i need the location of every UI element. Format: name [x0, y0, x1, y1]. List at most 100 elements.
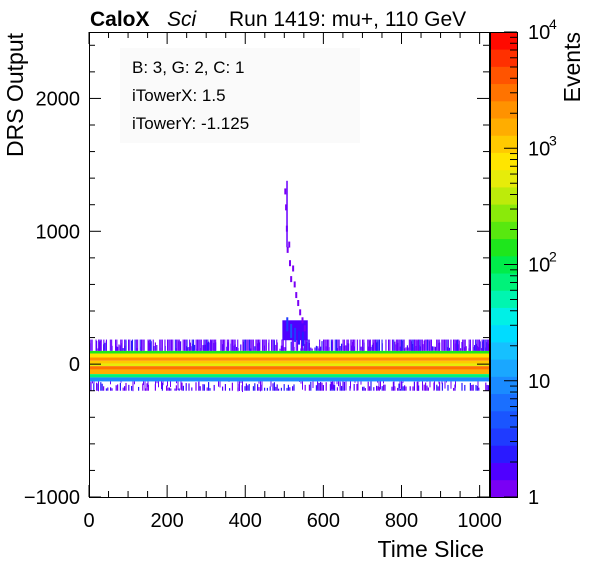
noise-pixel	[401, 340, 402, 351]
noise-pixel	[284, 384, 285, 391]
noise-pixel	[460, 348, 461, 351]
noise-pixel	[346, 381, 347, 390]
pulse-cell	[287, 247, 289, 253]
upper-noise-row	[89, 340, 489, 351]
heatmap-band-2	[89, 354, 489, 358]
noise-pixel	[180, 341, 181, 351]
noise-pixel	[376, 340, 377, 351]
noise-pixel	[262, 340, 263, 351]
noise-pixel	[447, 340, 448, 351]
noise-pixel	[167, 388, 168, 391]
noise-pixel	[258, 387, 259, 391]
noise-pixel	[155, 342, 156, 350]
noise-pixel	[436, 340, 437, 351]
noise-pixel	[372, 340, 373, 351]
noise-pixel	[185, 340, 186, 351]
noise-pixel	[353, 340, 354, 351]
noise-pixel	[437, 340, 438, 351]
color-scale-step	[490, 428, 517, 446]
noise-pixel	[465, 340, 466, 351]
pulse-cell	[304, 325, 306, 331]
noise-pixel	[485, 383, 486, 391]
noise-pixel	[102, 384, 103, 391]
noise-pixel	[487, 385, 488, 391]
noise-pixel	[196, 340, 197, 351]
noise-pixel	[433, 347, 434, 351]
noise-pixel	[274, 382, 275, 390]
noise-pixel	[443, 340, 444, 351]
noise-pixel	[207, 387, 208, 390]
color-scale-tick-exponent: 2	[549, 249, 557, 265]
heatmap-band-5	[89, 363, 489, 366]
noise-pixel	[188, 383, 189, 390]
noise-pixel	[404, 340, 405, 351]
noise-pixel	[292, 386, 293, 391]
noise-pixel	[286, 388, 287, 391]
noise-pixel	[288, 385, 289, 391]
noise-pixel	[438, 386, 439, 390]
noise-pixel	[458, 340, 459, 351]
heatmap-band-4	[89, 361, 489, 364]
noise-pixel	[249, 384, 250, 391]
color-scale-tick-label: 10	[528, 22, 550, 44]
noise-pixel	[356, 384, 357, 391]
noise-pixel	[207, 340, 208, 351]
noise-pixel	[449, 348, 450, 351]
noise-pixel	[331, 340, 332, 351]
noise-pixel	[242, 340, 243, 351]
noise-pixel	[463, 340, 464, 351]
color-scale-tick-exponent: 3	[549, 132, 557, 148]
noise-pixel	[265, 340, 266, 351]
noise-pixel	[410, 340, 411, 351]
noise-pixel	[427, 340, 428, 351]
noise-pixel	[362, 340, 363, 351]
noise-pixel	[272, 340, 273, 351]
noise-pixel	[309, 385, 310, 391]
noise-pixel	[262, 381, 263, 385]
noise-pixel	[316, 346, 317, 351]
noise-pixel	[237, 340, 238, 351]
noise-pixel	[163, 381, 164, 385]
noise-pixel	[257, 384, 258, 391]
noise-pixel	[407, 345, 408, 351]
noise-pixel	[428, 387, 429, 390]
noise-pixel	[231, 340, 232, 351]
noise-pixel	[382, 386, 383, 391]
noise-pixel	[208, 382, 209, 391]
noise-pixel	[379, 340, 380, 351]
noise-pixel	[261, 385, 262, 391]
noise-pixel	[110, 387, 111, 390]
noise-pixel	[374, 340, 375, 351]
noise-pixel	[479, 340, 480, 351]
noise-pixel	[435, 347, 436, 351]
pulse-cell	[298, 331, 300, 345]
noise-pixel	[464, 385, 465, 391]
noise-pixel	[229, 388, 230, 391]
noise-pixel	[202, 384, 203, 391]
noise-pixel	[358, 381, 359, 390]
noise-pixel	[375, 340, 376, 351]
noise-pixel	[397, 388, 398, 391]
noise-pixel	[326, 340, 327, 351]
noise-pixel	[194, 345, 195, 351]
color-scale-step	[490, 376, 517, 394]
noise-pixel	[242, 381, 243, 392]
noise-pixel	[157, 381, 158, 383]
noise-pixel	[240, 344, 241, 350]
color-scale-step	[490, 118, 517, 136]
noise-pixel	[350, 381, 351, 388]
noise-pixel	[145, 381, 146, 390]
noise-pixel	[96, 383, 97, 391]
noise-pixel	[305, 340, 306, 351]
noise-pixel	[184, 340, 185, 351]
noise-pixel	[155, 381, 156, 389]
y-tick-label: −1000	[24, 487, 80, 509]
noise-pixel	[118, 345, 119, 351]
color-scale-step	[490, 325, 517, 343]
noise-pixel	[120, 340, 121, 351]
noise-pixel	[314, 347, 315, 350]
noise-pixel	[299, 381, 300, 382]
noise-pixel	[370, 381, 371, 390]
noise-pixel	[302, 381, 303, 389]
noise-pixel	[239, 381, 240, 391]
